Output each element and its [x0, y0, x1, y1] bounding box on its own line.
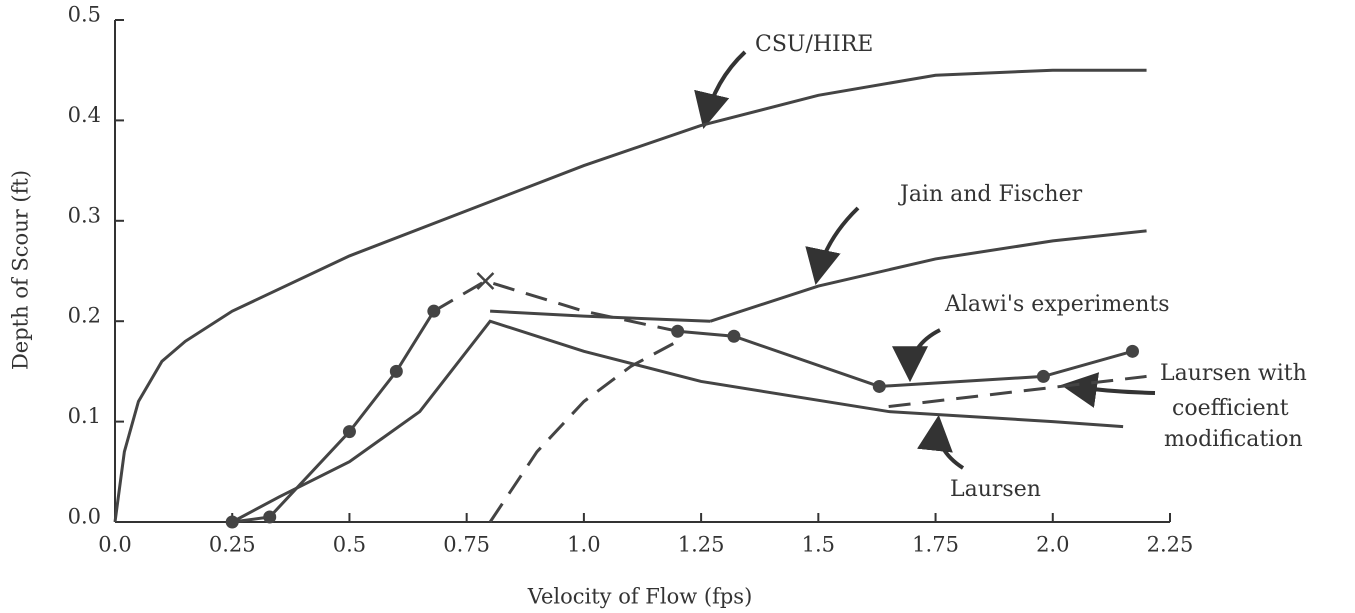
series-line	[232, 310, 436, 524]
x-tick-label: 1.25	[678, 533, 725, 557]
annotation: Jain and Fischer	[898, 182, 1083, 207]
series-line	[490, 309, 711, 323]
y-tick-label: 0.5	[68, 3, 101, 27]
y-axis-label: Depth of Scour (ft)	[9, 170, 33, 370]
series-line	[433, 279, 678, 333]
x-tick-label: 0.0	[98, 533, 131, 557]
x-tick-label: 0.25	[209, 533, 256, 557]
arrow	[917, 414, 965, 470]
data-point	[427, 304, 441, 318]
x-tick-label: 2.25	[1147, 533, 1194, 557]
arrow	[1060, 372, 1156, 408]
data-point	[263, 510, 277, 524]
annotation: Laursen	[950, 477, 1041, 502]
x-tick-label: 1.5	[802, 533, 835, 557]
x-tick-label: 2.0	[1036, 533, 1069, 557]
data-point	[342, 425, 356, 439]
data-point	[476, 272, 495, 290]
x-axis-label: Velocity of Flow (fps)	[527, 585, 753, 609]
series-line	[488, 339, 679, 523]
annotation: Alawi's experiments	[944, 292, 1170, 317]
data-point	[671, 324, 685, 338]
data-point	[1036, 369, 1050, 383]
arrows	[694, 50, 1156, 470]
arrow	[892, 328, 941, 383]
arrow	[805, 206, 860, 286]
arrow	[694, 50, 747, 130]
y-tick-label: 0.0	[68, 505, 101, 529]
series-line	[113, 68, 1147, 523]
data-point	[1125, 344, 1139, 358]
x-tick-label: 0.75	[443, 533, 490, 557]
annotation: coefficient	[1172, 396, 1289, 421]
annotation: modification	[1164, 427, 1303, 452]
y-tick-label: 0.3	[68, 203, 101, 227]
series-line	[888, 374, 1147, 409]
data-point	[727, 329, 741, 343]
y-tick-label: 0.1	[68, 404, 101, 428]
x-tick-label: 1.0	[567, 533, 600, 557]
series-line	[710, 229, 1147, 323]
data-point	[872, 379, 886, 393]
annotation: Laursen with	[1160, 361, 1307, 386]
y-tick-label: 0.4	[68, 103, 101, 127]
series-line	[231, 319, 1124, 524]
data-point	[225, 515, 239, 529]
x-tick-label: 1.75	[912, 533, 959, 557]
x-tick-label: 0.5	[333, 533, 366, 557]
annotation: CSU/HIRE	[755, 32, 873, 57]
series-line	[677, 329, 1133, 388]
data-point	[389, 364, 403, 378]
y-tick-label: 0.2	[68, 304, 101, 328]
